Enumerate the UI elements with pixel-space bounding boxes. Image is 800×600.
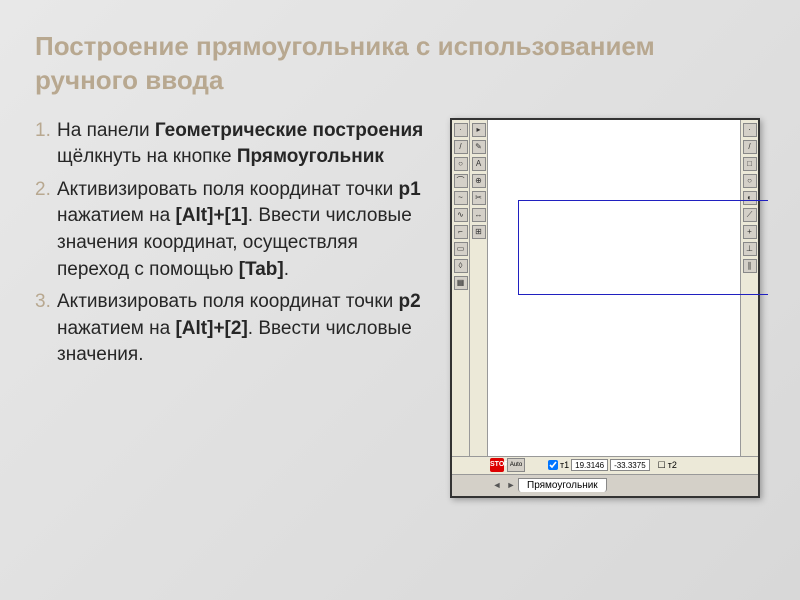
t1-label: т1 — [560, 460, 569, 470]
stop-button[interactable]: STOP — [490, 458, 504, 472]
cad-screenshot: · / ○ ⌒ ~ ∿ ⌐ ▭ ◊ ▦ ▸ ✎ A ⊕ ✂ ↔ — [450, 118, 760, 498]
tool-icon[interactable]: ✎ — [472, 140, 486, 154]
tool-icon[interactable]: / — [454, 140, 468, 154]
tool-icon[interactable]: ▦ — [454, 276, 468, 290]
tool-icon[interactable]: ⊕ — [472, 174, 486, 188]
t2-label: т2 — [668, 460, 677, 470]
tool-icon[interactable]: · — [743, 123, 757, 137]
status-bar: STOP Auto т1 19.3146 -33.3375 ☐ т2 — [452, 456, 758, 474]
tool-icon[interactable]: ○ — [743, 174, 757, 188]
drawing-canvas[interactable] — [488, 120, 740, 460]
tool-icon[interactable]: ⊞ — [472, 225, 486, 239]
tool-icon[interactable]: ◊ — [454, 259, 468, 273]
tab-prev-icon[interactable]: ◄ — [490, 480, 504, 490]
step-1: На панели Геометрические построения щёлк… — [57, 118, 435, 171]
steps-list: На панели Геометрические построения щёлк… — [35, 118, 435, 369]
coord-group: т1 19.3146 -33.3375 ☐ т2 — [548, 459, 677, 471]
t1-checkbox[interactable] — [548, 460, 558, 470]
toolbar-left-2: ▸ ✎ A ⊕ ✂ ↔ ⊞ — [470, 120, 488, 460]
tool-icon[interactable]: ▸ — [472, 123, 486, 137]
content-row: На панели Геометрические построения щёлк… — [35, 118, 765, 498]
auto-button[interactable]: Auto — [507, 458, 525, 472]
tool-icon[interactable]: / — [743, 140, 757, 154]
screenshot-column: · / ○ ⌒ ~ ∿ ⌐ ▭ ◊ ▦ ▸ ✎ A ⊕ ✂ ↔ — [450, 118, 760, 498]
tool-icon[interactable]: ⌒ — [454, 174, 468, 188]
tool-icon[interactable]: ⌐ — [454, 225, 468, 239]
rectangle-tool-icon[interactable]: ▭ — [454, 242, 468, 256]
step-2: Активизировать поля координат точки p1 н… — [57, 177, 435, 283]
tool-icon[interactable]: ✂ — [472, 191, 486, 205]
drawn-rectangle — [518, 200, 768, 295]
tool-icon[interactable]: ∿ — [454, 208, 468, 222]
tool-icon[interactable]: · — [454, 123, 468, 137]
tool-icon[interactable]: ~ — [454, 191, 468, 205]
tool-icon[interactable]: ↔ — [472, 208, 486, 222]
tab-rectangle[interactable]: Прямоугольник — [518, 478, 607, 492]
slide: Построение прямоугольника с использовани… — [0, 0, 800, 600]
step-3: Активизировать поля координат точки p2 н… — [57, 289, 435, 369]
tool-icon[interactable]: A — [472, 157, 486, 171]
text-column: На панели Геометрические построения щёлк… — [35, 118, 435, 498]
tool-icon[interactable]: □ — [743, 157, 757, 171]
coord-y-field[interactable]: -33.3375 — [610, 459, 650, 471]
tab-bar: ◄ ► Прямоугольник — [452, 474, 758, 496]
toolbar-left-1: · / ○ ⌒ ~ ∿ ⌐ ▭ ◊ ▦ — [452, 120, 470, 460]
slide-title: Построение прямоугольника с использовани… — [35, 30, 765, 98]
tool-icon[interactable]: ○ — [454, 157, 468, 171]
coord-x-field[interactable]: 19.3146 — [571, 459, 608, 471]
tab-next-icon[interactable]: ► — [504, 480, 518, 490]
